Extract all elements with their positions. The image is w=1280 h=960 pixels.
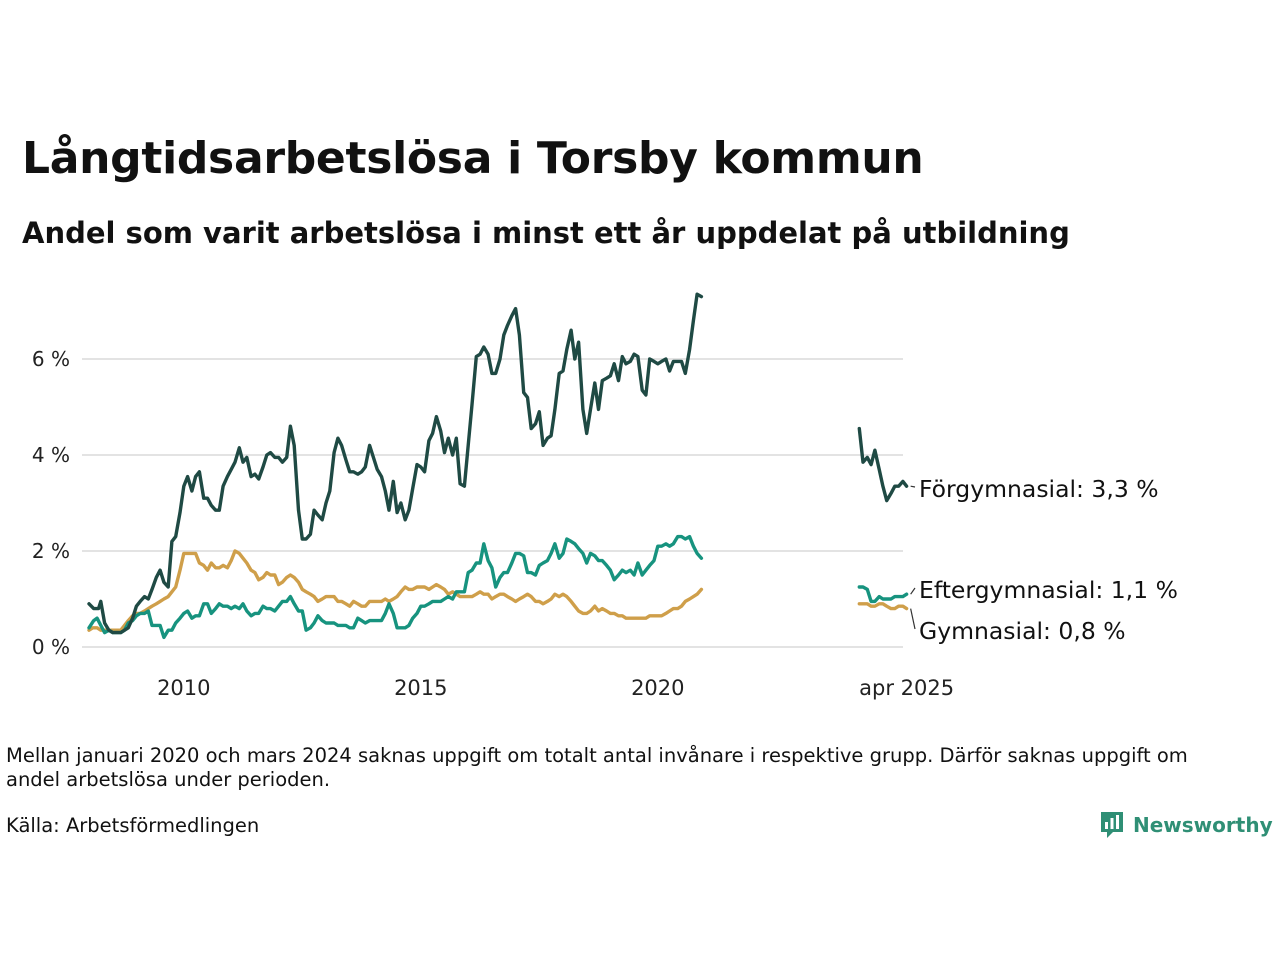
series-line-förgymnasial [857, 426, 909, 503]
y-tick-label: 0 % [32, 635, 70, 659]
footnote: Mellan januari 2020 och mars 2024 saknas… [6, 744, 1188, 791]
series-line-gymnasial [87, 549, 704, 632]
brand-name: Newsworthy [1133, 813, 1273, 837]
x-axis-ticks: 2010 2015 2020 apr 2025 [157, 676, 954, 700]
end-label-gymnasial: Gymnasial: 0,8 % [919, 617, 1126, 645]
end-label-förgymnasial: Förgymnasial: 3,3 % [919, 475, 1159, 503]
chart-title: Långtidsarbetslösa i Torsby kommun [22, 133, 924, 184]
end-labels: Förgymnasial: 3,3 % Eftergymnasial: 1,1 %… [910, 475, 1178, 645]
label-leader-line [910, 587, 916, 595]
y-tick-label: 6 % [32, 347, 70, 371]
x-tick-label: 2020 [631, 676, 684, 700]
brand-logo[interactable]: Newsworthy [1099, 810, 1273, 840]
x-tick-label: 2010 [157, 676, 210, 700]
x-tick-label: apr 2025 [859, 676, 954, 700]
label-leader-line [910, 485, 916, 488]
y-tick-label: 2 % [32, 539, 70, 563]
label-leader-line [910, 608, 916, 630]
end-label-eftergymnasial: Eftergymnasial: 1,1 % [919, 576, 1178, 604]
series-line-förgymnasial [87, 292, 704, 635]
x-tick-label: 2015 [394, 676, 447, 700]
y-tick-label: 4 % [32, 443, 70, 467]
series-lines [87, 292, 909, 640]
source-text: Källa: Arbetsförmedlingen [6, 814, 260, 837]
line-chart: 0 % 2 % 4 % 6 % 2010 2015 2020 apr 2025 Förgym… [32, 292, 1178, 700]
newsworthy-logo-icon [1101, 812, 1123, 838]
series-line-eftergymnasial [857, 585, 909, 604]
series-line-gymnasial [857, 602, 909, 611]
chart-subtitle: Andel som varit arbetslösa i minst ett å… [22, 216, 1070, 250]
y-axis-ticks: 0 % 2 % 4 % 6 % [32, 347, 70, 659]
gridlines [82, 358, 903, 648]
series-line-eftergymnasial [87, 534, 704, 640]
